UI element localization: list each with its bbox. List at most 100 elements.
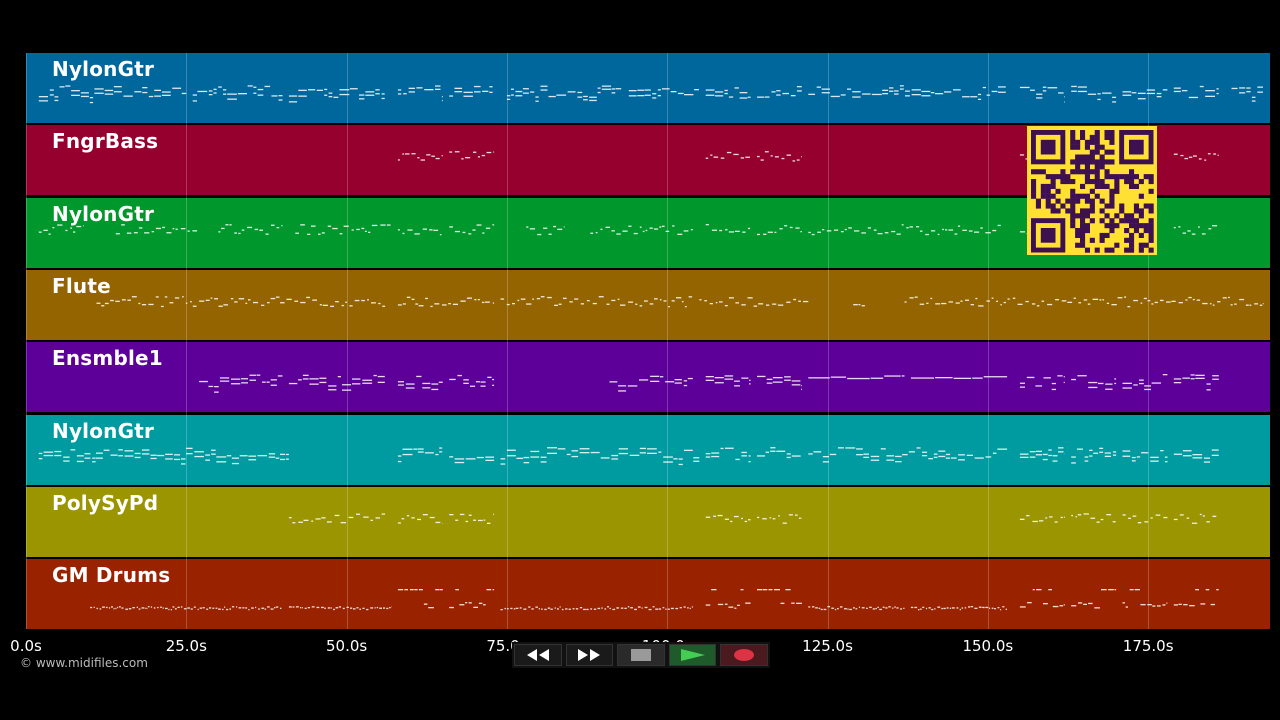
midi-note — [38, 100, 48, 102]
midi-note — [428, 607, 434, 609]
midi-note — [980, 226, 983, 229]
midi-note — [757, 96, 765, 98]
rewind-button[interactable] — [514, 644, 562, 666]
midi-note — [271, 224, 275, 226]
note-cluster — [397, 446, 443, 462]
midi-note — [90, 606, 93, 609]
note-cluster — [506, 85, 623, 102]
midi-note — [248, 455, 257, 457]
midi-note — [435, 88, 441, 90]
midi-note — [1012, 297, 1016, 299]
midi-note — [333, 608, 335, 611]
midi-note — [910, 377, 935, 379]
midi-note — [705, 157, 709, 160]
midi-note — [982, 606, 985, 609]
midi-note — [611, 457, 619, 460]
midi-note — [1212, 304, 1215, 306]
midi-note — [901, 223, 904, 226]
note-cluster — [90, 606, 148, 610]
midi-note — [231, 457, 239, 459]
midi-note — [579, 607, 583, 609]
fast-forward-button[interactable] — [565, 644, 614, 666]
record-button[interactable] — [720, 644, 768, 666]
midi-note — [402, 303, 406, 305]
midi-note — [492, 302, 495, 304]
track-lane: NylonGtr — [26, 53, 1270, 123]
midi-note — [683, 380, 688, 382]
midi-note — [506, 303, 510, 306]
midi-note — [161, 305, 164, 307]
midi-note — [653, 227, 659, 230]
midi-note — [1071, 461, 1076, 464]
midi-note — [411, 298, 415, 300]
midi-note — [748, 454, 751, 457]
midi-note — [1112, 450, 1117, 453]
midi-note — [300, 607, 302, 609]
midi-note — [381, 97, 385, 100]
midi-note — [1025, 300, 1029, 303]
midi-note — [197, 608, 199, 611]
midi-note — [326, 521, 332, 523]
midi-note — [506, 449, 516, 451]
midi-note — [500, 457, 506, 459]
midi-note — [992, 229, 997, 231]
midi-note — [1206, 383, 1211, 385]
midi-note — [377, 376, 385, 378]
midi-note — [449, 225, 453, 228]
midi-note — [1151, 303, 1154, 305]
midi-note — [734, 87, 739, 89]
midi-note — [757, 589, 763, 591]
midi-note — [1127, 305, 1131, 308]
midi-note — [468, 514, 472, 516]
midi-note — [748, 518, 751, 521]
midi-note — [486, 522, 491, 524]
midi-note — [218, 608, 221, 610]
midi-note — [737, 604, 740, 607]
midi-note — [910, 606, 914, 609]
midi-note — [248, 458, 257, 460]
midi-note — [1156, 96, 1162, 98]
note-cluster — [288, 374, 385, 391]
midi-note — [749, 383, 751, 385]
midi-note — [377, 381, 385, 384]
midi-note — [711, 589, 717, 591]
midi-note — [1162, 89, 1168, 91]
midi-note — [1019, 382, 1025, 385]
midi-note — [231, 606, 235, 608]
midi-note — [982, 86, 986, 89]
midi-note — [309, 383, 319, 385]
midi-note — [960, 300, 963, 302]
midi-note — [734, 607, 737, 609]
midi-note — [1071, 605, 1077, 607]
midi-note — [770, 155, 773, 157]
midi-note — [371, 224, 378, 226]
note-cluster — [705, 87, 751, 99]
midi-note — [667, 608, 670, 610]
note-cluster — [757, 224, 802, 235]
midi-note — [630, 607, 633, 609]
midi-note — [674, 379, 682, 381]
midi-note — [725, 228, 728, 230]
midi-note — [705, 89, 715, 91]
midi-note — [487, 376, 492, 379]
midi-note — [316, 89, 323, 91]
midi-note — [550, 608, 553, 610]
midi-note — [678, 457, 683, 460]
play-button[interactable] — [668, 644, 717, 666]
stop-button[interactable] — [617, 644, 665, 666]
midi-note — [1183, 604, 1188, 606]
midi-note — [720, 157, 725, 160]
midi-note — [1206, 389, 1211, 391]
midi-note — [611, 92, 616, 94]
gridline — [26, 53, 27, 629]
midi-note — [1171, 300, 1176, 302]
midi-note — [1063, 604, 1065, 606]
midi-note — [1005, 608, 1007, 611]
midi-note — [94, 92, 104, 94]
midi-note — [118, 448, 123, 450]
midi-note — [389, 607, 391, 609]
midi-note — [371, 302, 376, 304]
midi-note — [397, 93, 402, 95]
midi-note — [567, 91, 576, 93]
gridline — [987, 53, 989, 629]
